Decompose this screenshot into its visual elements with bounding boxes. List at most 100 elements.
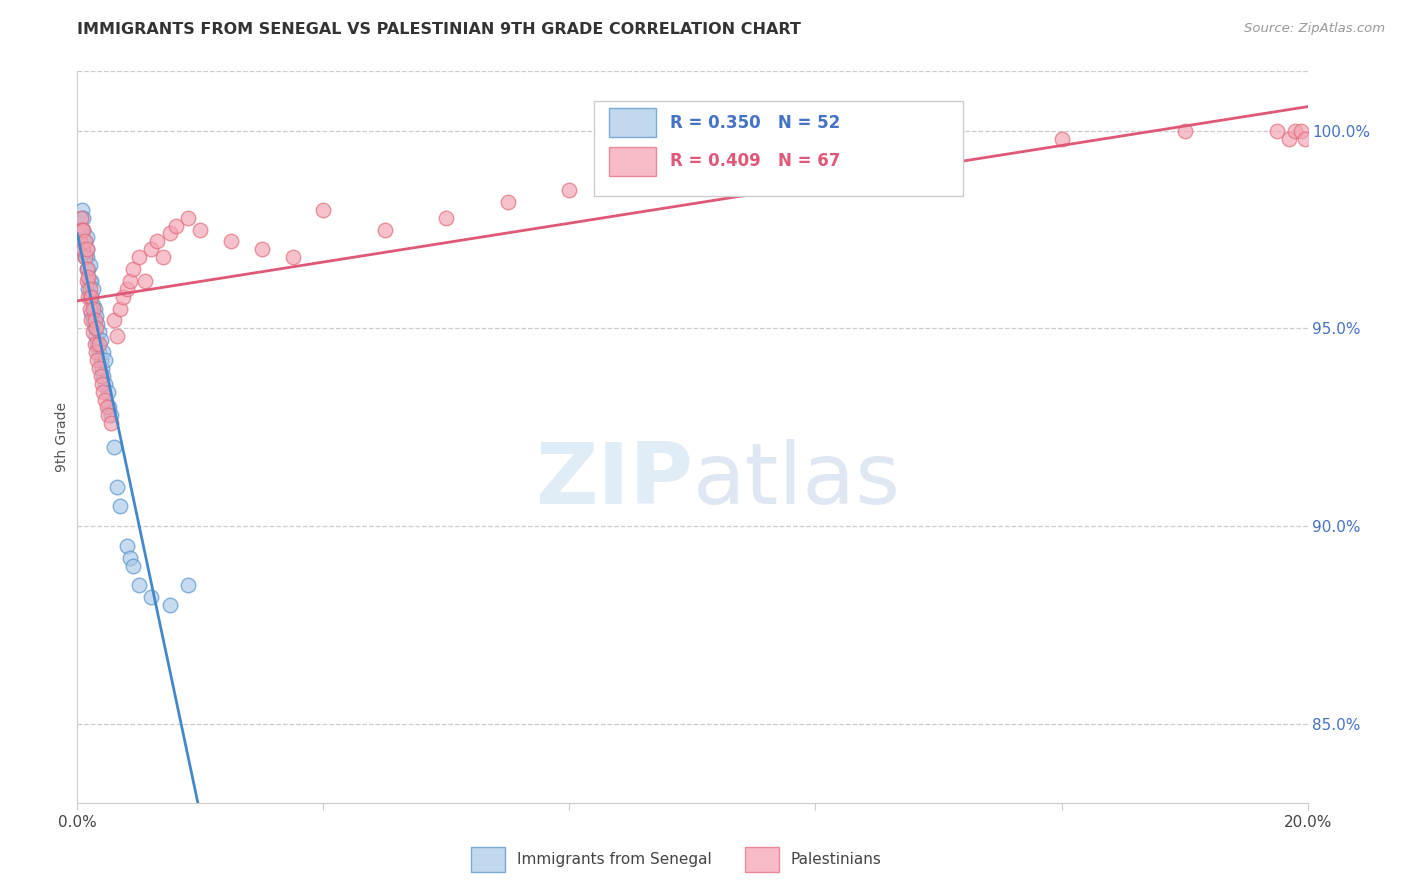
Point xyxy=(91,345,114,359)
Point xyxy=(76,250,98,264)
Point xyxy=(97,409,120,423)
Point xyxy=(77,262,100,277)
Point xyxy=(1278,131,1301,145)
Point xyxy=(98,401,121,415)
Point xyxy=(70,202,93,217)
Point xyxy=(682,163,704,178)
Point xyxy=(76,242,98,256)
Point xyxy=(86,318,108,332)
Text: Source: ZipAtlas.com: Source: ZipAtlas.com xyxy=(1244,22,1385,36)
Point xyxy=(82,301,104,316)
Point xyxy=(86,353,108,368)
Point xyxy=(83,313,105,327)
Point xyxy=(105,479,128,493)
Point xyxy=(146,235,169,249)
Text: R = 0.409   N = 67: R = 0.409 N = 67 xyxy=(671,153,841,170)
FancyBboxPatch shape xyxy=(609,146,655,176)
Point xyxy=(620,171,643,186)
Text: R = 0.350   N = 52: R = 0.350 N = 52 xyxy=(671,113,841,131)
Point xyxy=(118,274,141,288)
Point xyxy=(72,222,94,236)
Point xyxy=(90,333,112,347)
Point xyxy=(73,250,96,264)
Point xyxy=(72,222,94,236)
Point xyxy=(69,242,91,256)
Point xyxy=(96,401,118,415)
Point xyxy=(159,227,181,241)
Point xyxy=(69,235,91,249)
Point xyxy=(281,250,304,264)
Point xyxy=(121,558,143,573)
Point xyxy=(177,578,200,592)
Point xyxy=(105,329,128,343)
Point xyxy=(72,242,94,256)
Point xyxy=(165,219,187,233)
Point xyxy=(79,290,101,304)
Point xyxy=(312,202,335,217)
Point xyxy=(128,250,150,264)
Point xyxy=(94,376,117,391)
Point xyxy=(79,282,101,296)
Point xyxy=(804,155,827,169)
Point xyxy=(141,591,163,605)
Point xyxy=(80,290,103,304)
Point xyxy=(374,222,396,236)
Point xyxy=(90,368,112,383)
Point xyxy=(103,440,125,454)
Point xyxy=(76,230,98,244)
Point xyxy=(1050,131,1073,145)
Point xyxy=(76,262,98,277)
Point xyxy=(80,305,103,319)
Point xyxy=(1284,123,1306,137)
Point xyxy=(134,274,156,288)
Point xyxy=(82,313,104,327)
Point xyxy=(558,183,581,197)
FancyBboxPatch shape xyxy=(595,101,963,195)
Point xyxy=(1291,123,1313,137)
Point xyxy=(73,250,96,264)
Point xyxy=(90,376,114,391)
Text: Immigrants from Senegal: Immigrants from Senegal xyxy=(517,853,713,867)
Point xyxy=(70,211,93,225)
Point xyxy=(83,321,105,335)
Text: IMMIGRANTS FROM SENEGAL VS PALESTINIAN 9TH GRADE CORRELATION CHART: IMMIGRANTS FROM SENEGAL VS PALESTINIAN 9… xyxy=(77,22,801,37)
Point xyxy=(76,242,98,256)
Point xyxy=(87,326,110,340)
Point xyxy=(250,242,273,256)
Point xyxy=(72,235,94,249)
Point xyxy=(1294,131,1316,145)
Point xyxy=(152,250,174,264)
Point xyxy=(436,211,458,225)
Point xyxy=(87,345,110,359)
Point xyxy=(70,222,93,236)
Point xyxy=(70,211,93,225)
Text: atlas: atlas xyxy=(693,440,900,523)
Point xyxy=(84,321,107,335)
Point xyxy=(79,301,101,316)
Text: Palestinians: Palestinians xyxy=(790,853,882,867)
Point xyxy=(82,326,104,340)
Point xyxy=(91,368,114,383)
Point xyxy=(159,598,181,612)
Point xyxy=(82,282,104,296)
Point xyxy=(76,262,98,277)
Point xyxy=(94,392,117,407)
Point xyxy=(118,550,141,565)
Y-axis label: 9th Grade: 9th Grade xyxy=(55,402,69,472)
Point xyxy=(100,416,122,430)
Point xyxy=(1174,123,1197,137)
Point xyxy=(83,301,105,316)
Point xyxy=(91,384,114,399)
Point xyxy=(177,211,200,225)
Point xyxy=(219,235,242,249)
Point xyxy=(110,500,132,514)
Point xyxy=(77,269,100,284)
Point xyxy=(70,222,93,236)
Point xyxy=(86,337,108,351)
Point xyxy=(1265,123,1288,137)
Point xyxy=(72,211,94,225)
Point xyxy=(110,301,132,316)
Point xyxy=(77,282,100,296)
Point xyxy=(80,274,103,288)
Point xyxy=(82,298,104,312)
